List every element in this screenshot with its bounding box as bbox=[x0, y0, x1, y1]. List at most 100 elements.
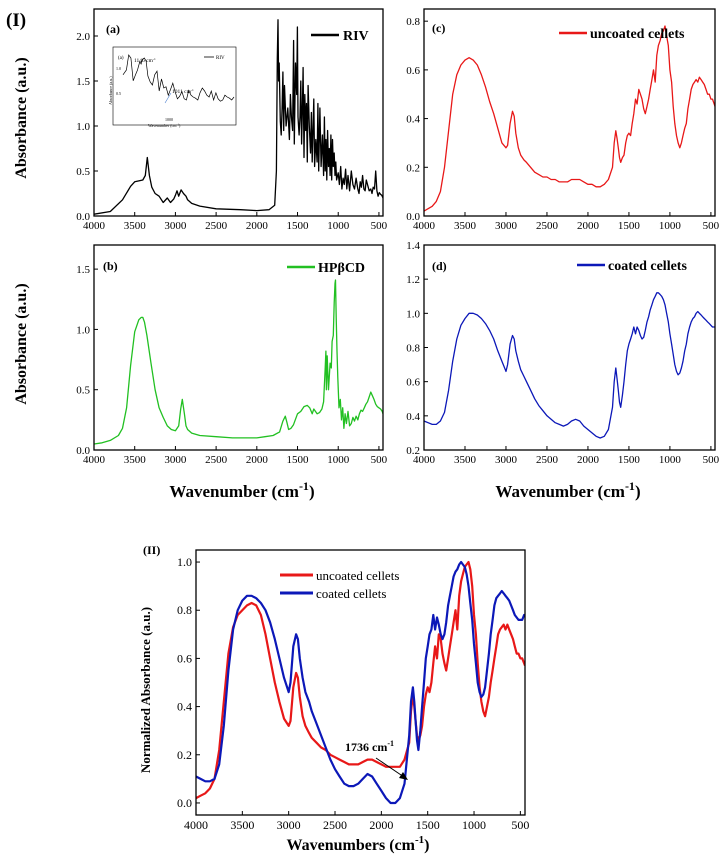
hpbcd-legend-label: HPβCD bbox=[318, 261, 365, 276]
uncoated-legend-label: uncoated cellets bbox=[590, 27, 685, 42]
x-tick-label: 500 bbox=[703, 454, 720, 466]
annotation-1736-arrow bbox=[375, 757, 405, 778]
x-tick-label: 3000 bbox=[277, 818, 301, 832]
x-tick-label: 1500 bbox=[287, 220, 310, 232]
plot-frame bbox=[423, 244, 716, 451]
series-line-coated-cellets bbox=[424, 292, 715, 439]
inset-xlabel: Wavenumber (cm-1) bbox=[148, 123, 181, 129]
panel-c-label: (c) bbox=[432, 21, 445, 35]
annotation-1736-arrowhead bbox=[399, 772, 408, 780]
inset-annotation-1146: 1146 cm-1 bbox=[134, 57, 156, 64]
y-tick-label: 1.5 bbox=[76, 264, 90, 276]
y-tick-label: 0.2 bbox=[177, 748, 192, 762]
x-tick-label: 2000 bbox=[246, 454, 269, 466]
plot-frame bbox=[423, 8, 716, 217]
x-tick-label: 1000 bbox=[327, 220, 350, 232]
x-tick-label: 4000 bbox=[83, 454, 106, 466]
inset-ytick-1: 1.0 bbox=[116, 66, 121, 71]
x-tick-label: 3000 bbox=[164, 220, 187, 232]
coated-legend-label-II: coated cellets bbox=[316, 586, 386, 601]
uncoated-spectrum-plot: 4000 3500 3000 2500 2000 1500 1000 500 0.0 0.2 0.4… bbox=[406, 8, 720, 232]
inset-ytick-05: 0.5 bbox=[116, 91, 121, 96]
x-tick-label: 1500 bbox=[287, 454, 310, 466]
coated-spectrum-plot: 4000 3500 3000 2500 2000 1500 1000 500 0.2 0.4 0.6… bbox=[406, 240, 719, 466]
y-tick-label: 1.0 bbox=[76, 324, 90, 336]
x-tick-label: 500 bbox=[371, 220, 388, 232]
x-tick-label: 3000 bbox=[164, 454, 187, 466]
x-tick-label: 4000 bbox=[413, 454, 436, 466]
xlabel-bottom: Wavenumbers (cm-1) bbox=[287, 834, 430, 854]
inset-panel-label: (a) bbox=[118, 56, 124, 61]
part-one-label: (I) bbox=[6, 10, 26, 31]
x-tick-label: 3500 bbox=[124, 220, 147, 232]
x-tick-label: 2500 bbox=[536, 220, 559, 232]
y-tick-label: 1.2 bbox=[406, 274, 420, 286]
x-tick-label: 3500 bbox=[230, 818, 254, 832]
normalized-comparison-plot: 4000 3500 3000 2500 2000 1500 1000 500 0.0 0.2 0.4… bbox=[177, 549, 529, 832]
x-tick-label: 2000 bbox=[577, 454, 600, 466]
panel-a-label: (a) bbox=[106, 22, 120, 36]
y-tick-label: 0.8 bbox=[177, 603, 192, 617]
y-tick-label: 0.0 bbox=[76, 211, 90, 223]
xlabel-left: Wavenumber (cm-1) bbox=[169, 479, 314, 501]
ylabel-normalized: Normalized Absorbance (a.u.) bbox=[138, 607, 153, 773]
panel-II: (II) 4000 3500 3000 2500 2000 1500 1000 500 0.0 0… bbox=[138, 543, 529, 854]
y-tick-label: 0.5 bbox=[76, 385, 90, 397]
plot-frame bbox=[93, 244, 384, 451]
x-tick-label: 2000 bbox=[577, 220, 600, 232]
inset-annotation-arrow bbox=[164, 92, 172, 104]
inset-legend-label: RIV bbox=[216, 56, 225, 61]
inset-ylabel: Absorbance (a.u.) bbox=[108, 76, 113, 105]
y-tick-label: 0.0 bbox=[406, 211, 420, 223]
riv-legend-label: RIV bbox=[343, 29, 369, 44]
x-tick-label: 1000 bbox=[659, 454, 682, 466]
x-tick-label: 2000 bbox=[369, 818, 393, 832]
y-tick-label: 2.0 bbox=[76, 31, 90, 43]
panel-a: 4000 3500 3000 2500 2000 1500 1000 500 0.0 0.5 1.0… bbox=[76, 8, 388, 232]
inset-series-line bbox=[122, 54, 235, 102]
coated-legend-label: coated cellets bbox=[608, 259, 687, 274]
series-line-hp-cd bbox=[94, 279, 383, 445]
x-tick-label: 3500 bbox=[454, 220, 477, 232]
y-tick-label: 1.4 bbox=[406, 240, 420, 252]
x-tick-label: 2500 bbox=[205, 454, 228, 466]
y-tick-label: 1.0 bbox=[406, 308, 420, 320]
uncoated-legend-label-II: uncoated cellets bbox=[316, 568, 399, 583]
series-line-uncoated-cellets bbox=[424, 25, 715, 212]
x-tick-label: 3000 bbox=[495, 220, 518, 232]
panel-b: 4000 3500 3000 2500 2000 1500 1000 500 0.0 0.5 1.0… bbox=[76, 244, 388, 466]
x-tick-label: 500 bbox=[511, 818, 529, 832]
series-line-riv bbox=[94, 19, 383, 215]
x-tick-label: 4000 bbox=[184, 818, 208, 832]
riv-spectrum-plot: 4000 3500 3000 2500 2000 1500 1000 500 0.0 0.5 1.0… bbox=[76, 8, 388, 232]
y-tick-label: 0.5 bbox=[76, 166, 90, 178]
x-tick-label: 4000 bbox=[413, 220, 436, 232]
y-tick-label: 1.0 bbox=[177, 555, 192, 569]
inset-frame bbox=[112, 46, 237, 126]
x-tick-label: 500 bbox=[703, 220, 720, 232]
x-tick-label: 2500 bbox=[205, 220, 228, 232]
x-tick-label: 1500 bbox=[416, 818, 440, 832]
y-tick-label: 1.5 bbox=[76, 76, 90, 88]
y-tick-label: 0.4 bbox=[177, 700, 192, 714]
inset-spectrum-plot bbox=[122, 54, 235, 102]
y-tick-label: 0.6 bbox=[177, 651, 192, 665]
x-tick-label: 1500 bbox=[618, 220, 641, 232]
x-tick-label: 3500 bbox=[124, 454, 147, 466]
series-line-coated-cellets bbox=[196, 560, 525, 805]
x-tick-label: 1500 bbox=[618, 454, 641, 466]
hpbcd-spectrum-plot: 4000 3500 3000 2500 2000 1500 1000 500 0.0 0.5 1.0… bbox=[76, 244, 388, 466]
x-tick-label: 3500 bbox=[454, 454, 477, 466]
panel-b-label: (b) bbox=[103, 259, 118, 273]
x-tick-label: 4000 bbox=[83, 220, 106, 232]
inset-annotation-1011: 1011 cm-1 bbox=[172, 88, 194, 95]
y-tick-label: 0.2 bbox=[406, 445, 420, 457]
part-two-label: (II) bbox=[143, 543, 160, 557]
x-tick-label: 2500 bbox=[536, 454, 559, 466]
panel-d: 4000 3500 3000 2500 2000 1500 1000 500 0.2 0.4 0.6… bbox=[406, 240, 719, 466]
x-tick-label: 500 bbox=[371, 454, 388, 466]
panel-d-label: (d) bbox=[432, 259, 447, 273]
riv-inset: (a) RIV 1146 cm-1 1011 cm-1 1.0 0.5 Abso… bbox=[108, 46, 237, 129]
ylabel-top: Absorbance (a.u.) bbox=[13, 57, 30, 178]
